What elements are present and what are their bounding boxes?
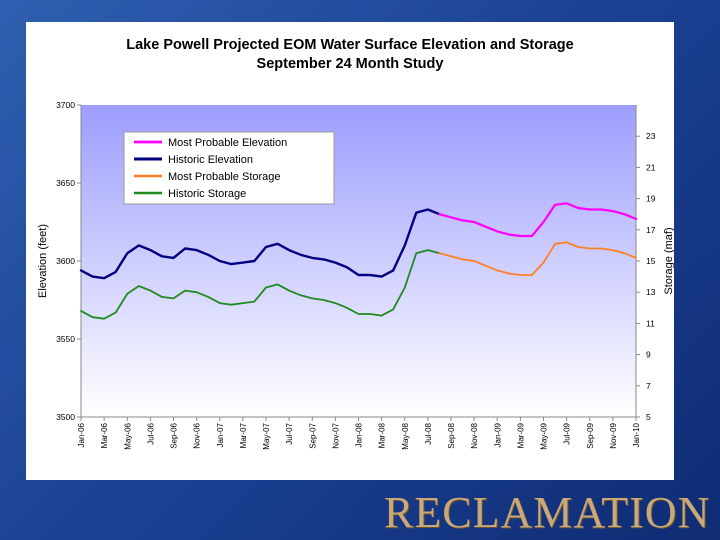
x-tick-label: Sep-09 (586, 422, 595, 448)
x-tick-label: May-09 (540, 422, 549, 449)
chart-panel: Lake Powell Projected EOM Water Surface … (26, 22, 674, 480)
left-tick-label: 3550 (56, 334, 75, 344)
x-tick-label: Mar-07 (239, 422, 248, 448)
x-tick-label: Nov-06 (193, 422, 202, 448)
y-axis-title-left: Elevation (feet) (37, 224, 49, 298)
x-tick-label: Mar-09 (516, 422, 525, 448)
right-tick-label: 13 (646, 287, 656, 297)
y-axis-title-right: Storage (maf) (663, 227, 674, 294)
x-tick-label: Jan-09 (493, 422, 502, 447)
x-tick-label: May-06 (123, 422, 132, 449)
reclamation-logo: RECLAMATION (384, 488, 711, 537)
x-tick-label: Nov-08 (470, 422, 479, 448)
legend-label: Most Probable Elevation (168, 137, 287, 149)
right-tick-label: 15 (646, 256, 656, 266)
right-tick-label: 17 (646, 225, 656, 235)
x-tick-label: Mar-08 (378, 422, 387, 448)
left-tick-label: 3700 (56, 100, 75, 110)
series-historic-storage (80, 249, 441, 320)
chart-svg: 3500 3550 3600 3650 3700 5 7 9 11 13 15 17 19 21 23 Jan… (37, 100, 674, 450)
series-most-probable-elevation (438, 202, 638, 238)
right-tick-label: 7 (646, 381, 651, 391)
x-tick-label: Nov-09 (609, 422, 618, 448)
chart-title: Lake Powell Projected EOM Water Surface … (26, 36, 674, 74)
left-tick-label: 3650 (56, 178, 75, 188)
legend-label: Most Probable Storage (168, 171, 281, 183)
x-tick-label: Jan-10 (632, 422, 641, 447)
x-tick-label: Mar-06 (100, 422, 109, 448)
right-tick-label: 5 (646, 412, 651, 422)
left-tick-label: 3600 (56, 256, 75, 266)
legend-label: Historic Elevation (168, 154, 253, 166)
series-most-probable-storage (438, 241, 637, 276)
series-historic-elevation (79, 208, 441, 280)
x-tick-label: May-07 (262, 422, 271, 449)
x-tick-label: Jul-09 (563, 422, 572, 444)
chart-title-line-2: September 24 Month Study (256, 56, 444, 72)
x-tick-label: Jul-08 (424, 422, 433, 444)
right-tick-label: 11 (646, 318, 655, 328)
chart-title-line-1: Lake Powell Projected EOM Water Surface … (126, 37, 574, 53)
x-tick-label: Jul-07 (285, 422, 294, 444)
x-tick-label: May-08 (401, 422, 410, 449)
x-tick-label: Sep-08 (447, 422, 456, 448)
right-tick-label: 23 (646, 131, 656, 141)
x-tick-label: Sep-07 (308, 422, 317, 448)
legend-label: Historic Storage (168, 188, 246, 200)
right-tick-label: 9 (646, 350, 651, 360)
right-tick-label: 19 (646, 194, 656, 204)
x-tick-label: Jul-06 (146, 422, 155, 444)
x-tick-label: Nov-07 (331, 422, 340, 448)
left-tick-label: 3500 (56, 412, 75, 422)
right-tick-label: 21 (646, 162, 656, 172)
x-tick-label: Jan-06 (77, 422, 86, 447)
x-tick-label: Jan-08 (355, 422, 364, 447)
x-tick-label: Jan-07 (216, 422, 225, 447)
x-tick-label: Sep-06 (170, 422, 179, 448)
